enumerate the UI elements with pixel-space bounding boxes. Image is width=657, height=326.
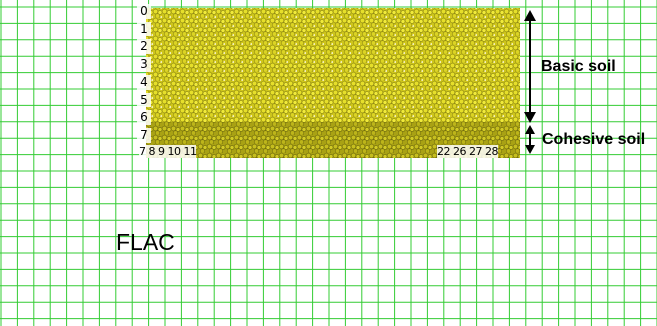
cohesive-soil-arrowhead-top <box>525 125 535 134</box>
bottom-tick-labels-right: 22 26 27 28 <box>437 145 498 158</box>
cohesive-soil-label: Cohesive soil <box>542 131 646 148</box>
basic-soil-layer <box>146 8 520 122</box>
bottom-tick-labels-left: 7 8 9 10 11 <box>139 145 197 158</box>
depth-tick-label: 5 <box>137 92 151 108</box>
depth-tick-label: 6 <box>137 110 151 125</box>
depth-tick-label: 2 <box>137 39 151 55</box>
depth-tick-label: 7 <box>137 127 151 143</box>
basic-soil-arrowhead-top <box>524 10 536 21</box>
depth-tick-label: 0 <box>137 4 151 19</box>
basic-soil-label: Basic soil <box>541 58 616 75</box>
basic-soil-arrowhead-bottom <box>524 112 536 123</box>
depth-tick-label: 1 <box>137 21 151 37</box>
depth-tick-column: 0 1 2 3 4 5 6 7 <box>137 4 151 143</box>
depth-tick-label: 4 <box>137 74 151 90</box>
depth-tick-label: 3 <box>137 57 151 72</box>
flac-label: FLAC <box>116 229 175 255</box>
cohesive-soil-arrowhead-bottom <box>525 145 535 154</box>
